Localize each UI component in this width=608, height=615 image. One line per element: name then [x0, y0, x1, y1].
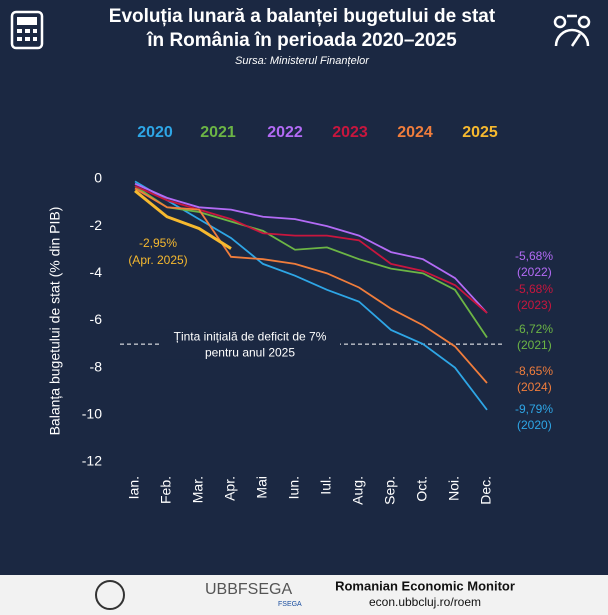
- series-line: [134, 189, 232, 250]
- y-tick-label: -10: [82, 406, 102, 422]
- title: Evoluția lunară a balanței bugetului de …: [109, 6, 496, 27]
- x-tick-label: Apr.: [222, 476, 238, 501]
- legend-entry: 2025: [462, 124, 498, 141]
- legend-entry: 2024: [397, 124, 433, 141]
- reference-label: Ținta inițială de deficit de 7%: [174, 329, 327, 343]
- reference-label-bg: [160, 329, 340, 360]
- title: în România în perioada 2020–2025: [146, 30, 457, 51]
- end-label: -6,72%: [515, 322, 553, 336]
- end-note: (2022): [517, 265, 552, 279]
- legend-entry: 2023: [332, 124, 368, 141]
- series-line: [134, 185, 488, 338]
- footer-title: Romanian Economic Monitor: [335, 578, 515, 593]
- legend-entry: 2020: [137, 124, 173, 141]
- subtitle: Sursa: Ministerul Finanțelor: [235, 55, 370, 67]
- x-tick-label: Dec.: [478, 476, 494, 505]
- series-line: [134, 187, 488, 384]
- y-tick-label: 0: [94, 170, 102, 186]
- y-tick-label: -4: [90, 264, 103, 280]
- footer-sublogo: FSEGA: [278, 601, 302, 608]
- end-label: -9,79%: [515, 402, 553, 416]
- legend-entry: 2022: [267, 124, 303, 141]
- end-note: (2020): [517, 418, 552, 432]
- calculator-icon: [10, 10, 44, 50]
- y-axis-label: Balanța bugetului de stat (% din PIB): [47, 207, 63, 436]
- x-tick-label: Mai: [254, 476, 270, 499]
- end-note: (Apr. 2025): [128, 253, 187, 267]
- series-line: [134, 185, 488, 314]
- x-tick-label: Sep.: [382, 476, 398, 505]
- end-label: -2,95%: [139, 236, 177, 250]
- footer-url: econ.ubbcluj.ro/roem: [369, 595, 481, 609]
- series-line: [134, 180, 488, 411]
- x-tick-label: Iul.: [318, 476, 334, 495]
- gauge-icon: [553, 14, 591, 47]
- x-tick-label: Mar.: [190, 476, 206, 503]
- x-tick-label: Ian.: [126, 476, 142, 499]
- y-tick-label: -2: [90, 217, 103, 233]
- end-note: (2021): [517, 338, 552, 352]
- x-tick-label: Oct.: [414, 476, 430, 502]
- footer-logo: UBBFSEGA: [205, 581, 292, 598]
- end-label: -5,68%: [515, 282, 553, 296]
- end-label: -8,65%: [515, 364, 553, 378]
- legend-entry: 2021: [200, 124, 236, 141]
- x-tick-label: Iun.: [286, 476, 302, 499]
- reference-label: pentru anul 2025: [205, 345, 295, 359]
- x-tick-label: Aug.: [350, 476, 366, 505]
- end-label: -5,68%: [515, 249, 553, 263]
- end-note: (2023): [517, 298, 552, 312]
- end-note: (2024): [517, 380, 552, 394]
- series-line: [134, 182, 488, 314]
- x-tick-label: Feb.: [158, 476, 174, 504]
- y-tick-label: -8: [90, 358, 103, 374]
- x-tick-label: Noi.: [446, 476, 462, 501]
- university-logo: [95, 580, 125, 610]
- footer-bar: [0, 575, 608, 615]
- y-tick-label: -12: [82, 453, 102, 469]
- y-tick-label: -6: [90, 311, 103, 327]
